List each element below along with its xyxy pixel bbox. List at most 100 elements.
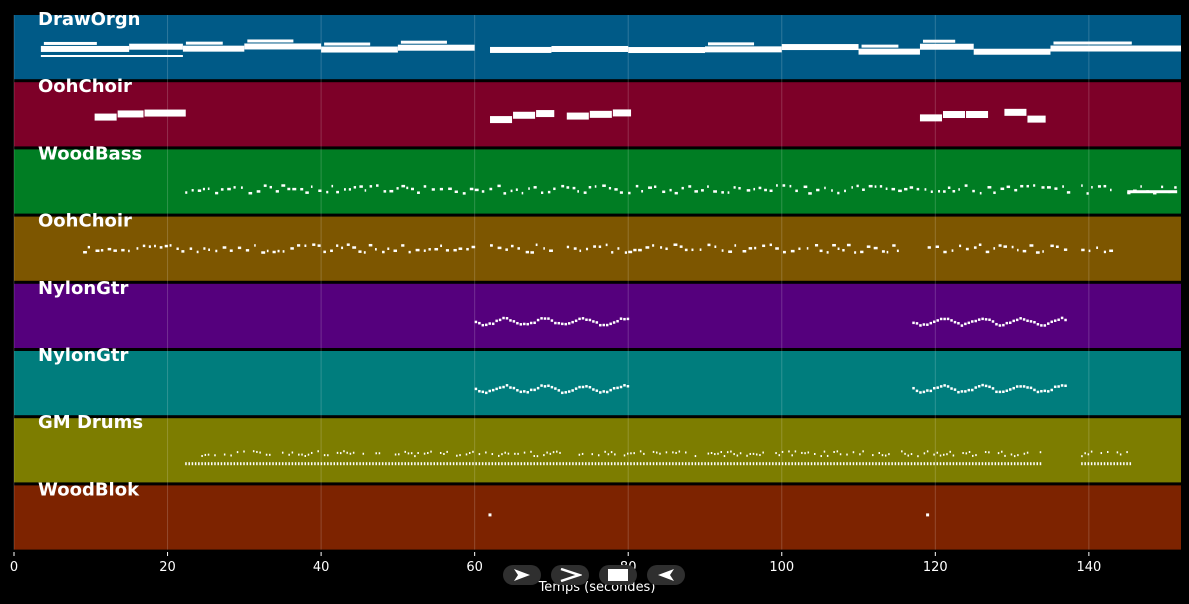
note-dot xyxy=(1097,185,1101,188)
note-dot xyxy=(881,250,885,253)
drum-hit xyxy=(1004,454,1006,457)
drum-hit xyxy=(488,462,490,466)
drum-hit xyxy=(459,454,461,457)
note-dot xyxy=(619,191,623,194)
note-dot xyxy=(543,385,547,388)
play-button[interactable] xyxy=(503,565,541,585)
drum-hit xyxy=(607,462,610,466)
note-dot xyxy=(699,248,702,251)
note-dot xyxy=(121,248,125,252)
note-bar xyxy=(490,46,552,53)
drum-hit xyxy=(546,462,548,466)
drum-hit xyxy=(662,462,664,466)
note-dot xyxy=(979,191,982,195)
drum-hit xyxy=(597,462,600,466)
drum-hit xyxy=(575,462,577,466)
drum-hit xyxy=(317,462,319,466)
note-dot xyxy=(602,390,605,393)
drum-hit xyxy=(620,462,623,466)
stop-button[interactable] xyxy=(599,565,637,585)
track-band xyxy=(14,485,1181,550)
note-dot xyxy=(593,245,597,248)
note-dot xyxy=(1043,324,1047,327)
drum-hit xyxy=(514,452,516,455)
drum-hit xyxy=(681,462,684,466)
drum-hit xyxy=(930,462,932,466)
note-dot xyxy=(971,320,974,323)
note-dot xyxy=(688,185,692,188)
drum-hit xyxy=(917,455,919,458)
drum-hit xyxy=(659,462,661,466)
drum-hit xyxy=(436,462,439,466)
track-label: WoodBass xyxy=(38,143,142,164)
drum-hit xyxy=(1004,462,1006,466)
drum-hit xyxy=(965,452,968,455)
note-dot xyxy=(679,245,683,248)
drum-hit xyxy=(1010,462,1013,466)
note-dot xyxy=(998,244,1002,247)
drum-hit xyxy=(198,462,200,466)
note-dot xyxy=(1006,185,1011,189)
note-dot xyxy=(1003,245,1007,248)
drum-hit xyxy=(678,462,681,466)
drum-hit xyxy=(714,453,716,456)
note-bar xyxy=(922,39,956,43)
forward-button[interactable] xyxy=(551,565,589,585)
note-dot xyxy=(1057,318,1060,322)
note-dot xyxy=(502,385,505,389)
drum-hit xyxy=(823,462,826,466)
note-dot xyxy=(369,185,373,188)
drum-hit xyxy=(697,462,700,466)
drum-hit xyxy=(778,462,781,466)
drum-hit xyxy=(988,462,990,466)
note-bar xyxy=(129,43,183,50)
note-dot xyxy=(490,244,493,247)
note-bar xyxy=(400,40,447,44)
note-dot xyxy=(837,247,840,250)
drum-hit xyxy=(478,462,481,466)
drum-hit xyxy=(1010,453,1013,456)
note-dot xyxy=(543,317,547,320)
note-dot xyxy=(336,190,339,194)
note-dot xyxy=(891,187,896,191)
note-dot xyxy=(181,250,185,253)
note-dot xyxy=(814,244,819,247)
note-dot xyxy=(408,250,411,254)
drum-hit xyxy=(826,462,829,466)
drum-hit xyxy=(404,450,406,453)
note-dot xyxy=(831,189,833,192)
drum-hit xyxy=(901,450,903,453)
note-dot xyxy=(536,318,540,322)
note-dot xyxy=(533,186,537,189)
note-dot xyxy=(237,246,242,250)
note-dot xyxy=(292,187,297,191)
note-dot xyxy=(1017,248,1019,252)
drum-hit xyxy=(459,462,461,466)
back-button[interactable] xyxy=(647,565,685,585)
note-dot xyxy=(331,184,334,188)
note-dot xyxy=(1041,186,1045,189)
note-bar xyxy=(117,110,144,118)
drum-hit xyxy=(1103,462,1106,466)
note-dot xyxy=(951,249,954,252)
note-dot xyxy=(561,322,564,326)
note-dot xyxy=(628,250,633,254)
drum-hit xyxy=(794,450,797,453)
note-bar xyxy=(40,45,130,52)
note-dot xyxy=(619,385,623,389)
note-dot xyxy=(619,317,623,320)
drum-hit xyxy=(814,462,816,466)
note-dot xyxy=(1022,249,1027,253)
note-dot xyxy=(519,323,523,326)
note-dot xyxy=(674,191,678,195)
note-dot xyxy=(336,244,339,247)
note-dot xyxy=(567,390,571,393)
note-dot xyxy=(892,244,896,247)
drum-hit xyxy=(720,451,722,454)
drum-hit xyxy=(656,462,658,466)
note-bar xyxy=(551,45,629,52)
note-dot xyxy=(348,188,352,191)
note-dot xyxy=(434,247,439,251)
note-dot xyxy=(924,188,927,191)
note-dot xyxy=(898,189,902,193)
